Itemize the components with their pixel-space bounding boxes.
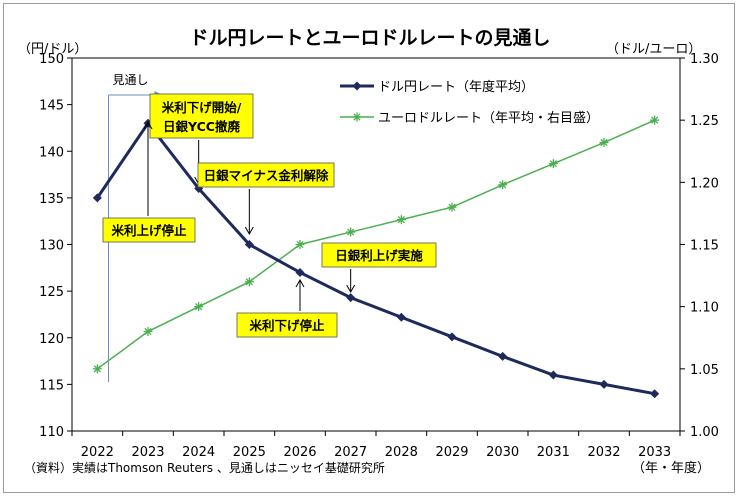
x-ticks: 2022 2023 2024 2025 2026 2027 2028 2029 2030 2031…: [71, 431, 681, 460]
legend-eurusd-label: ユーロドルレート（年平均・右目盛）: [378, 111, 599, 126]
y-left-tick-label: 135: [39, 192, 64, 207]
eurusd-point: [352, 112, 362, 122]
legend-usdjpy-marker: [352, 81, 362, 91]
annotation-arrowhead: [295, 278, 305, 288]
annotation: 米利下げ開始/日銀YCC撤廃: [149, 93, 254, 186]
usdjpy-point: [396, 312, 406, 322]
legend-eurusd-marker: [352, 112, 362, 122]
x-tick-label: 2033: [638, 445, 671, 460]
usdjpy-point: [498, 351, 508, 361]
usdjpy-point: [650, 389, 660, 399]
annotation: 日銀マイナス金利解除: [197, 162, 335, 236]
x-tick-label: 2028: [385, 445, 418, 460]
annotation-box: [102, 217, 196, 243]
y-left-ticks: 110 115 120 125 130 135 140 145 150: [39, 52, 72, 440]
y-right-tick-label: 1.25: [690, 114, 719, 129]
eurusd-point: [244, 277, 254, 287]
annotation: 日銀利上げ実施: [321, 242, 437, 294]
annotation-text: 米利上げ停止: [110, 223, 187, 238]
usdjpy-line: [96, 120, 655, 396]
annotation-box: [197, 162, 335, 188]
x-tick-label: 2026: [283, 445, 316, 460]
y-right-unit: （ドル/ユーロ）: [606, 42, 701, 57]
y-left-tick-label: 150: [39, 52, 64, 67]
x-tick-label: 2027: [334, 445, 367, 460]
eurusd-point: [498, 180, 508, 190]
y-right-tick-label: 1.20: [690, 176, 719, 191]
usdjpy-point: [92, 193, 102, 203]
legend: ドル円レート（年度平均） ユーロドルレート（年平均・右目盛）: [340, 79, 599, 126]
annotation: 米利上げ停止: [102, 120, 196, 243]
usdjpy-point: [447, 332, 457, 342]
y-left-tick-label: 115: [39, 378, 64, 393]
y-left-tick-label: 140: [39, 145, 64, 160]
usdjpy-point: [295, 267, 305, 277]
eurusd-point: [92, 364, 102, 374]
y-right-tick-label: 1.05: [690, 363, 719, 378]
eurusd-point: [396, 215, 406, 225]
annotation-text: 米利下げ開始/: [161, 100, 242, 115]
annotation-arrowhead: [143, 120, 153, 130]
annotation-text: 米利下げ停止: [248, 318, 325, 333]
annotation-box: [236, 312, 338, 338]
forecast-label: 見通し: [112, 73, 148, 87]
x-tick-label: 2022: [81, 445, 114, 460]
annotation-text: 日銀マイナス金利解除: [204, 168, 329, 183]
x-unit: （年・年度）: [632, 460, 710, 476]
x-tick-label: 2029: [435, 445, 468, 460]
y-right-tick-label: 1.15: [690, 239, 719, 254]
annotation-text: 日銀YCC撤廃: [163, 119, 240, 134]
y-right-tick-label: 1.00: [690, 425, 719, 440]
usdjpy-point: [599, 379, 609, 389]
series-usdjpy: [92, 118, 660, 399]
x-tick-label: 2024: [182, 445, 215, 460]
eurusd-point: [194, 302, 204, 312]
annotation-box: [149, 93, 254, 139]
usdjpy-point: [346, 293, 356, 303]
chart-title: ドル円レートとユーロドルレートの見通し: [189, 27, 550, 49]
annotation: 米利下げ停止: [236, 278, 338, 338]
x-tick-label: 2032: [587, 445, 620, 460]
x-tick-label: 2031: [537, 445, 570, 460]
eurusd-point: [650, 115, 660, 125]
eurusd-point: [599, 138, 609, 148]
eurusd-point: [447, 202, 457, 212]
eurusd-point: [295, 240, 305, 249]
annotation-arrowhead: [346, 284, 356, 294]
y-right-tick-label: 1.30: [690, 52, 719, 67]
x-tick-label: 2023: [131, 445, 164, 460]
y-left-tick-label: 130: [39, 239, 64, 254]
series-eurusd: [92, 115, 660, 374]
y-left-tick-label: 125: [39, 285, 64, 300]
y-left-tick-label: 145: [39, 99, 64, 114]
usdjpy-point: [548, 370, 558, 380]
usdjpy-point: [244, 240, 254, 249]
y-left-tick-label: 120: [39, 332, 64, 347]
source-note: （資料）実績はThomson Reuters 、見通しはニッセイ基礎研究所: [24, 460, 385, 475]
eurusd-line: [96, 119, 655, 370]
annotation-text: 日銀利上げ実施: [335, 248, 423, 263]
eurusd-point: [548, 159, 558, 169]
x-tick-label: 2030: [486, 445, 519, 460]
annotations: 米利下げ開始/日銀YCC撤廃日銀マイナス金利解除米利上げ停止日銀利上げ実施米利下…: [102, 93, 437, 338]
y-left-unit: （円/ドル）: [18, 42, 87, 57]
legend-usdjpy-label: ドル円レート（年度平均）: [378, 79, 534, 95]
eurusd-point: [143, 327, 153, 337]
y-left-tick-label: 110: [39, 425, 64, 440]
y-right-tick-label: 1.10: [690, 301, 719, 316]
y-right-ticks: 1.00 1.05 1.10 1.15 1.20 1.25 1.30: [680, 52, 719, 440]
x-tick-label: 2025: [233, 445, 266, 460]
annotation-box: [321, 242, 437, 268]
eurusd-point: [346, 227, 356, 237]
annotation-arrowhead: [244, 226, 254, 236]
